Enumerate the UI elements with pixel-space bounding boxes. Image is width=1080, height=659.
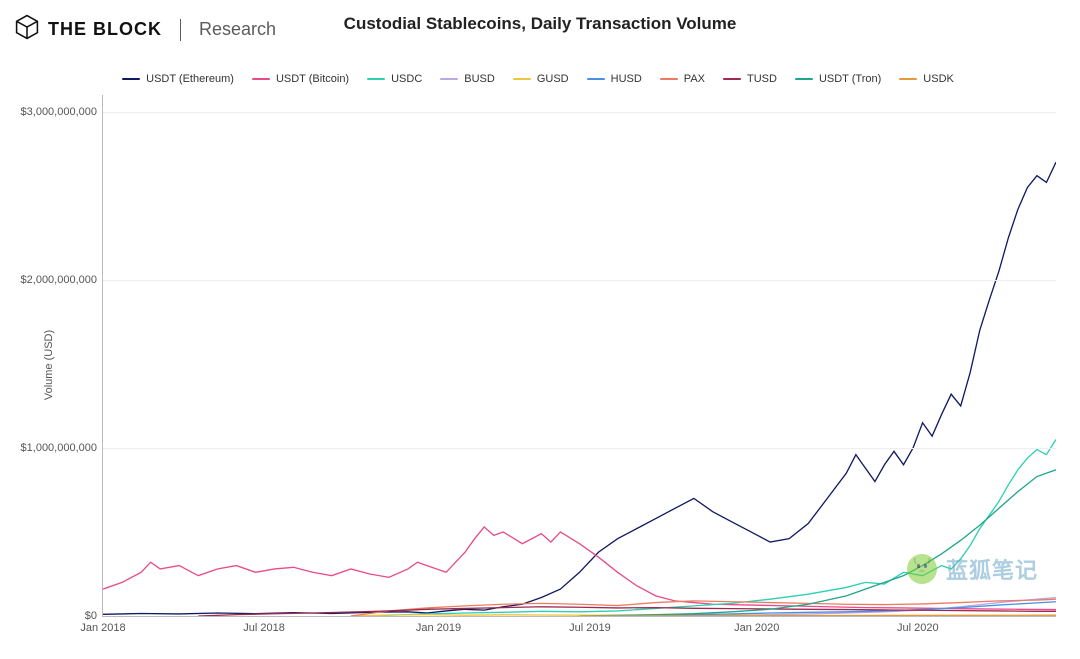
legend-item[interactable]: PAX xyxy=(660,73,705,85)
chart-svg xyxy=(103,95,1056,616)
legend-swatch xyxy=(440,78,458,81)
legend-swatch xyxy=(723,78,741,81)
legend-item[interactable]: USDT (Ethereum) xyxy=(122,73,234,85)
y-tick-label: $2,000,000,000 xyxy=(21,274,97,286)
series-line xyxy=(580,615,1057,616)
legend-label: USDT (Bitcoin) xyxy=(276,73,349,85)
legend-label: USDK xyxy=(923,73,954,85)
brand-subtitle: Research xyxy=(199,19,276,40)
gridline xyxy=(103,280,1056,281)
series-line xyxy=(103,162,1056,614)
legend-swatch xyxy=(367,78,385,81)
y-axis-label: Volume (USD) xyxy=(43,330,55,400)
legend-item[interactable]: BUSD xyxy=(440,73,495,85)
legend-item[interactable]: USDK xyxy=(899,73,954,85)
x-tick-label: Jul 2020 xyxy=(897,622,939,634)
legend-item[interactable]: HUSD xyxy=(587,73,642,85)
gridline xyxy=(103,112,1056,113)
legend-swatch xyxy=(122,78,140,81)
legend-item[interactable]: USDT (Tron) xyxy=(795,73,881,85)
chart-title: Custodial Stablecoins, Daily Transaction… xyxy=(344,14,737,34)
legend-label: TUSD xyxy=(747,73,777,85)
legend-label: GUSD xyxy=(537,73,569,85)
y-tick-label: $3,000,000,000 xyxy=(21,106,97,118)
legend-item[interactable]: GUSD xyxy=(513,73,569,85)
legend-swatch xyxy=(899,78,917,81)
x-tick-label: Jul 2019 xyxy=(569,622,611,634)
x-tick-label: Jan 2020 xyxy=(734,622,779,634)
x-tick-label: Jan 2019 xyxy=(416,622,461,634)
gridline xyxy=(103,448,1056,449)
legend-swatch xyxy=(252,78,270,81)
brand: THE BLOCK Research xyxy=(14,14,276,45)
series-line xyxy=(103,527,1056,610)
chart-container: THE BLOCK Research Custodial Stablecoins… xyxy=(0,0,1080,659)
brand-divider xyxy=(180,19,181,41)
legend: USDT (Ethereum) USDT (Bitcoin) USDC BUSD GUS… xyxy=(14,73,1062,85)
chart-area: Volume (USD) $0$1,000,000,000$2,000,000,… xyxy=(14,85,1062,645)
legend-swatch xyxy=(660,78,678,81)
legend-label: PAX xyxy=(684,73,705,85)
brand-logo-icon xyxy=(14,14,40,45)
legend-item[interactable]: USDC xyxy=(367,73,422,85)
legend-swatch xyxy=(587,78,605,81)
y-tick-label: $1,000,000,000 xyxy=(21,442,97,454)
legend-label: USDC xyxy=(391,73,422,85)
legend-swatch xyxy=(795,78,813,81)
legend-label: HUSD xyxy=(611,73,642,85)
legend-label: USDT (Ethereum) xyxy=(146,73,234,85)
legend-label: BUSD xyxy=(464,73,495,85)
y-tick-label: $0 xyxy=(85,610,97,622)
brand-name: THE BLOCK xyxy=(48,19,162,40)
series-line xyxy=(370,440,1056,616)
x-tick-label: Jan 2018 xyxy=(80,622,125,634)
legend-swatch xyxy=(513,78,531,81)
legend-item[interactable]: USDT (Bitcoin) xyxy=(252,73,349,85)
plot-region: $0$1,000,000,000$2,000,000,000$3,000,000… xyxy=(102,95,1056,617)
legend-label: USDT (Tron) xyxy=(819,73,881,85)
series-line xyxy=(580,470,1057,616)
legend-item[interactable]: TUSD xyxy=(723,73,777,85)
x-tick-label: Jul 2018 xyxy=(243,622,285,634)
